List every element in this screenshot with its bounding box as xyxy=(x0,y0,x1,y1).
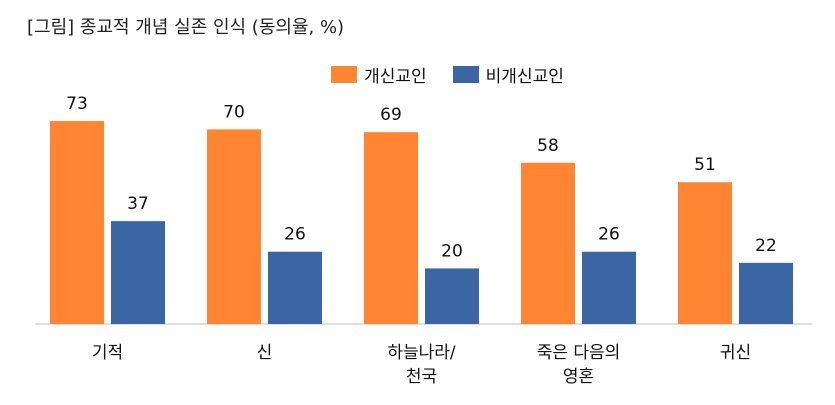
category-label-3-line-1: 영혼 xyxy=(563,367,594,387)
bar-non-protestant-0 xyxy=(111,221,165,324)
legend-label-non-protestant: 비개신교인 xyxy=(485,66,564,87)
category-label-3-line-0: 죽은 다음의 xyxy=(537,343,621,363)
data-label-protestant-4: 51 xyxy=(694,155,716,175)
category-label-2-line-1: 천국 xyxy=(406,367,437,387)
data-label-non-protestant-0: 37 xyxy=(127,194,149,214)
bar-non-protestant-1 xyxy=(268,251,322,324)
legend-item-non-protestant: 비개신교인 xyxy=(452,62,564,87)
chart-title: [그림] 종교적 개념 실존 인식 (동의율, %) xyxy=(27,17,345,38)
legend-item-protestant: 개신교인 xyxy=(331,62,427,87)
data-label-non-protestant-3: 26 xyxy=(598,225,620,245)
bar-protestant-2 xyxy=(364,132,418,324)
data-label-protestant-3: 58 xyxy=(537,136,559,156)
category-label-0: 기적 xyxy=(92,343,123,363)
bar-non-protestant-2 xyxy=(425,268,479,324)
category-label-1: 신 xyxy=(257,343,273,363)
data-label-protestant-2: 69 xyxy=(380,105,402,125)
category-label-2-line-0: 하늘나라/ xyxy=(387,343,456,363)
legend-swatch-non-protestant xyxy=(452,65,479,83)
data-label-non-protestant-2: 20 xyxy=(441,241,463,261)
category-label-4: 귀신 xyxy=(720,343,751,363)
data-label-protestant-1: 70 xyxy=(223,102,245,122)
bar-protestant-0 xyxy=(50,121,104,324)
legend-label-protestant: 개신교인 xyxy=(364,66,427,87)
data-label-protestant-0: 73 xyxy=(66,94,88,114)
legend-swatch-protestant xyxy=(331,65,358,83)
bar-protestant-4 xyxy=(678,182,732,324)
bar-protestant-3 xyxy=(521,162,575,324)
chart-legend: 개신교인 비개신교인 xyxy=(0,62,835,87)
bar-non-protestant-3 xyxy=(582,251,636,324)
data-label-non-protestant-4: 22 xyxy=(755,236,777,256)
bar-protestant-1 xyxy=(207,129,261,324)
data-label-non-protestant-1: 26 xyxy=(284,225,306,245)
bar-non-protestant-4 xyxy=(739,262,793,324)
